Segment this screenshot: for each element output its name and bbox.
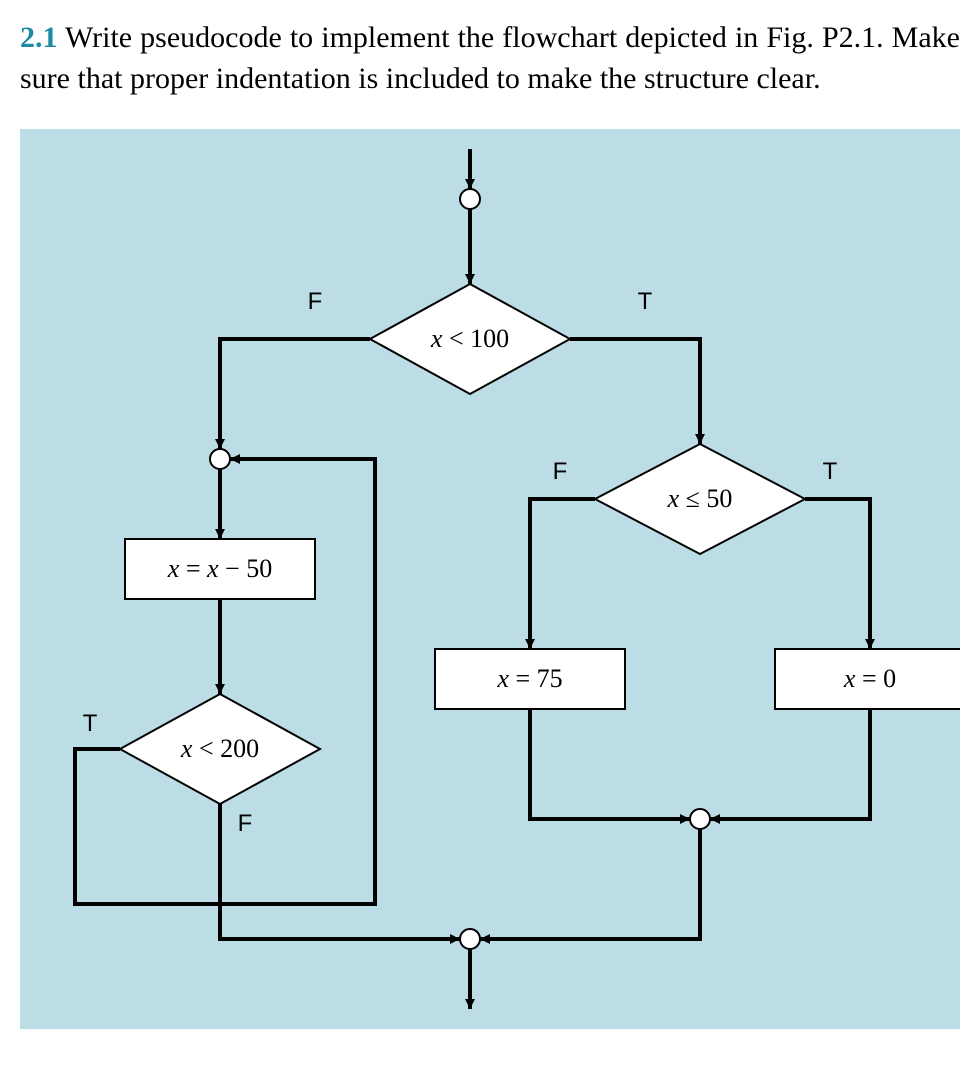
svg-text:T: T (823, 458, 838, 485)
svg-text:F: F (308, 288, 323, 315)
svg-text:T: T (638, 288, 653, 315)
svg-text:x < 100: x < 100 (430, 324, 509, 353)
problem-text: Write pseudocode to implement the flowch… (20, 21, 960, 95)
flowchart-panel: F T F T F Tx < 100 x = x − 50 x < 200 x ≤ 50 x = … (20, 129, 960, 1029)
svg-text:F: F (553, 458, 568, 485)
problem-statement: 2.1 Write pseudocode to implement the fl… (0, 0, 980, 109)
flowchart-svg: F T F T F Tx < 100 x = x − 50 x < 200 x ≤ 50 x = … (20, 129, 960, 1029)
problem-number: 2.1 (20, 21, 58, 54)
svg-text:x = x − 50: x = x − 50 (167, 554, 272, 583)
svg-text:x < 200: x < 200 (180, 734, 259, 763)
svg-text:x = 0: x = 0 (843, 664, 896, 693)
svg-text:T: T (83, 710, 98, 737)
svg-text:F: F (238, 810, 253, 837)
svg-text:x ≤ 50: x ≤ 50 (667, 484, 733, 513)
svg-text:x = 75: x = 75 (496, 664, 562, 693)
